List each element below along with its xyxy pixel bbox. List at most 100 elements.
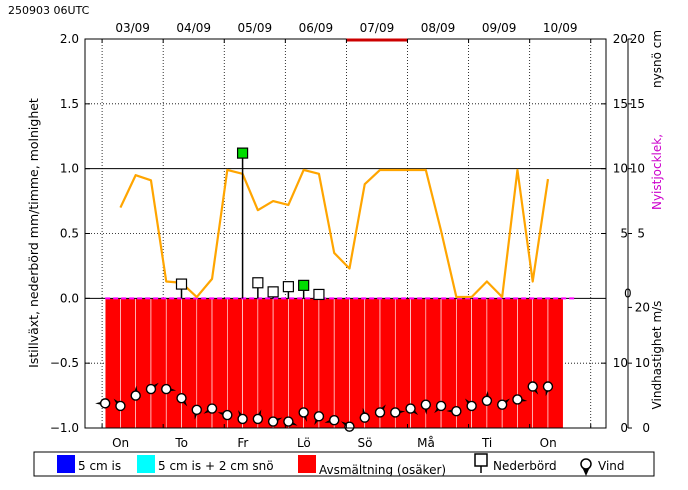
bottom-day-label: Må [417,436,435,450]
right-upper-label-nysno: nysnö cm [650,30,664,88]
wind-speed-dot [513,395,522,404]
left-tick-label: 1.5 [60,97,79,111]
snow-precip-marker [299,280,309,290]
right-upper-outer-label: 5 [637,227,645,241]
wind-speed-dot [391,408,400,417]
melt-bar [166,298,181,428]
melt-bar [517,298,532,428]
top-date-label: 10/09 [543,21,578,35]
wind-speed-dot [437,401,446,410]
rain-precip-marker [268,287,278,297]
wind-speed-dot [528,382,537,391]
legend-label-ice: 5 cm is [78,459,121,473]
wind-speed-dot [482,396,491,405]
wind-speed-dot [131,391,140,400]
legend-label-melt: Avsmältning (osäker) [319,463,446,477]
bottom-day-label: To [174,436,188,450]
snow-precip-marker [238,148,248,158]
wind-marker [95,399,110,408]
right-lower-label: Vindhastighet m/s [650,301,664,410]
wind-speed-dot [177,394,186,403]
left-tick-label: 0.0 [60,291,79,305]
melt-bar [533,298,548,428]
right-upper-inner-label: 20 [613,32,628,46]
left-axis-label: Istillväxt, nederbörd mm/timme, molnighe… [26,98,41,368]
wind-speed-dot [116,401,125,410]
left-tick-label: −0.5 [50,356,79,370]
left-tick-label: 2.0 [60,32,79,46]
wind-speed-dot [146,385,155,394]
wind-speed-dot [299,408,308,417]
right-upper-outer-label: 15 [630,97,645,111]
melt-bar [334,298,349,428]
run-label: 250903 06UTC [8,4,90,17]
melt-bar [227,298,242,428]
wind-speed-dot [208,404,217,413]
melt-bar [319,298,334,428]
wind-speed-dot [253,414,262,423]
melt-bar [273,298,288,428]
wind-speed-dot [162,385,171,394]
bottom-day-label: Fr [237,436,248,450]
right-lower-outer-label: 10 [635,356,650,370]
right-lower-inner-label: 10 [613,356,628,370]
top-date-label: 03/09 [115,21,150,35]
melt-bar [243,298,258,428]
melt-bar [349,298,364,428]
left-tick-label: 1.0 [60,162,79,176]
wind-speed-dot [330,416,339,425]
right-upper-inner-label: 5 [620,227,628,241]
right-upper-outer-label: 0 [624,286,632,300]
wind-speed-dot [192,405,201,414]
top-date-label: 09/09 [482,21,517,35]
top-date-label: 07/09 [360,21,395,35]
right-lower-outer-label: 20 [635,300,650,314]
melt-bar [136,298,151,428]
wind-speed-dot [360,413,369,422]
melt-bar [151,298,166,428]
bottom-day-label: Sö [357,436,372,450]
legend-swatch-red [298,455,316,473]
right-upper-outer-label: 10 [630,162,645,176]
right-upper-inner-label: 10 [613,162,628,176]
wind-speed-dot [452,407,461,416]
wind-speed-dot [406,404,415,413]
melt-bar [258,298,273,428]
bottom-day-label: On [540,436,557,450]
right-upper-outer-label: 20 [630,32,645,46]
right-lower-inner-label: 0 [620,421,628,435]
precipitation-series [177,148,324,299]
legend-label-ice-snow: 5 cm is + 2 cm snö [158,459,274,473]
bottom-day-label: Ti [481,436,492,450]
melt-bar [548,298,563,428]
top-date-label: 06/09 [299,21,334,35]
wind-speed-dot [314,412,323,421]
legend-label-precip: Nederbörd [493,459,557,473]
legend-swatch-blue [57,455,75,473]
wind-speed-dot [269,417,278,426]
legend-swatch-cyan [137,455,155,473]
wind-speed-dot [238,414,247,423]
rain-precip-marker [314,289,324,299]
top-date-label: 04/09 [176,21,211,35]
right-upper-label-nyistjocklek: Nyistjocklek, [650,134,664,210]
wind-speed-dot [543,382,552,391]
rain-precip-marker [283,282,293,292]
wind-speed-dot [376,408,385,417]
legend: 5 cm is 5 cm is + 2 cm snö Avsmältning (… [34,452,654,477]
bottom-day-label: Lö [297,436,311,450]
rain-precip-marker [177,279,187,289]
wind-speed-dot [467,401,476,410]
wind-speed-dot [101,399,110,408]
right-lower-outer-label: 0 [642,421,650,435]
melt-bars [105,298,563,428]
wind-speed-dot [223,411,232,420]
top-date-label: 05/09 [238,21,273,35]
right-upper-inner-label: 15 [613,97,628,111]
wind-speed-dot [498,400,507,409]
bottom-day-label: On [112,436,129,450]
wind-speed-dot [421,400,430,409]
